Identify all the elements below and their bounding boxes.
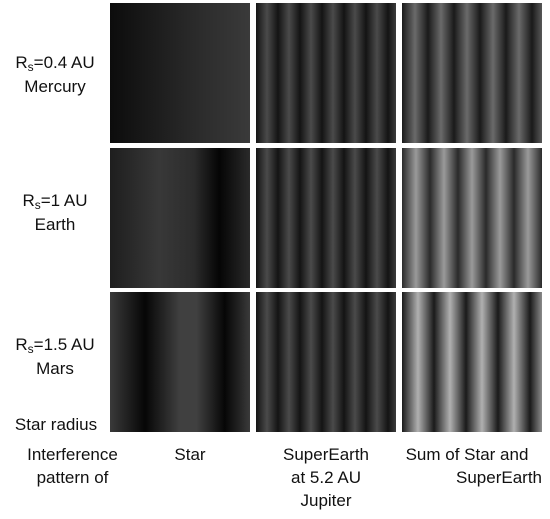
row-axis-label: Star radius: [14, 415, 98, 434]
value: =1.5 AU: [33, 335, 95, 354]
column-label: at 5.2 AU: [291, 468, 361, 487]
star-pattern: [110, 3, 250, 143]
column-label: Sum of Star and: [405, 445, 529, 464]
value: =0.4 AU: [33, 53, 95, 72]
column-label: SuperEarth: [456, 468, 542, 487]
symbol: R: [15, 335, 28, 354]
sum-pattern: [402, 292, 542, 432]
subscript: s: [27, 60, 34, 74]
symbol: R: [15, 53, 28, 72]
superearth-pattern: [256, 3, 396, 143]
row-label: Rs=0.4 AU: [0, 52, 110, 74]
row-label: Rs=1.5 AU: [0, 334, 110, 356]
star-pattern: [110, 292, 250, 432]
planet-label: Mars: [36, 359, 74, 378]
superearth-pattern: [256, 292, 396, 432]
sum-pattern: [402, 3, 542, 143]
star-pattern: [110, 148, 250, 288]
value: =1 AU: [40, 191, 88, 210]
column-axis-label: Interference: [27, 445, 118, 464]
sum-pattern: [402, 148, 542, 288]
superearth-pattern: [256, 148, 396, 288]
column-axis-label: pattern of: [36, 468, 109, 487]
column-label: Jupiter: [300, 491, 352, 510]
column-label: Star: [174, 445, 206, 464]
subscript: s: [27, 342, 34, 356]
planet-label: Earth: [34, 215, 76, 234]
column-label: SuperEarth: [283, 445, 369, 464]
row-label: Rs=1 AU: [0, 190, 110, 212]
symbol: R: [22, 191, 35, 210]
subscript: s: [34, 198, 41, 212]
planet-label: Mercury: [24, 77, 86, 96]
